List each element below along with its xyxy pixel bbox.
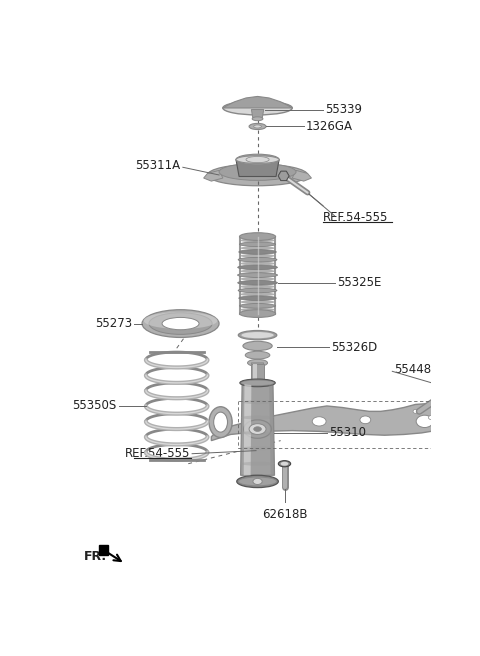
- Ellipse shape: [240, 242, 276, 247]
- Ellipse shape: [240, 300, 275, 304]
- Ellipse shape: [240, 277, 275, 281]
- Ellipse shape: [238, 273, 277, 277]
- Ellipse shape: [249, 123, 266, 129]
- Ellipse shape: [246, 157, 269, 163]
- Ellipse shape: [238, 265, 277, 270]
- Ellipse shape: [416, 415, 433, 428]
- Text: REF.54-555: REF.54-555: [323, 211, 388, 224]
- Ellipse shape: [360, 416, 371, 424]
- Ellipse shape: [240, 304, 276, 308]
- Ellipse shape: [249, 424, 266, 434]
- Text: 55326D: 55326D: [332, 341, 378, 354]
- Ellipse shape: [162, 318, 199, 330]
- Polygon shape: [252, 363, 264, 371]
- Ellipse shape: [240, 311, 275, 316]
- Ellipse shape: [254, 427, 262, 432]
- Ellipse shape: [241, 416, 274, 419]
- Polygon shape: [236, 159, 279, 176]
- Text: 55448: 55448: [394, 363, 431, 377]
- Polygon shape: [211, 403, 450, 441]
- Text: 55350S: 55350S: [72, 400, 117, 413]
- Ellipse shape: [240, 262, 275, 266]
- Polygon shape: [99, 545, 108, 554]
- Ellipse shape: [239, 250, 276, 255]
- Polygon shape: [252, 110, 264, 119]
- Ellipse shape: [240, 308, 275, 312]
- Polygon shape: [292, 171, 312, 181]
- Polygon shape: [244, 383, 252, 475]
- Ellipse shape: [254, 125, 262, 128]
- Ellipse shape: [241, 332, 274, 338]
- Ellipse shape: [223, 101, 292, 115]
- Ellipse shape: [413, 409, 418, 413]
- Ellipse shape: [236, 154, 279, 165]
- Ellipse shape: [209, 407, 232, 438]
- Ellipse shape: [236, 155, 279, 163]
- Polygon shape: [240, 383, 275, 475]
- Polygon shape: [252, 363, 264, 383]
- Ellipse shape: [240, 233, 276, 240]
- Ellipse shape: [240, 234, 275, 239]
- Ellipse shape: [238, 281, 277, 285]
- Ellipse shape: [252, 369, 263, 373]
- Ellipse shape: [312, 417, 326, 426]
- Ellipse shape: [223, 105, 292, 111]
- Ellipse shape: [240, 310, 276, 318]
- Ellipse shape: [238, 257, 277, 262]
- Ellipse shape: [214, 412, 228, 432]
- Text: 55310: 55310: [329, 426, 366, 440]
- Ellipse shape: [239, 478, 276, 485]
- Ellipse shape: [244, 420, 271, 438]
- Ellipse shape: [238, 331, 277, 340]
- Ellipse shape: [223, 102, 292, 113]
- Ellipse shape: [253, 478, 262, 485]
- Polygon shape: [223, 96, 292, 108]
- Ellipse shape: [240, 285, 275, 289]
- Ellipse shape: [240, 431, 275, 435]
- Ellipse shape: [278, 461, 291, 467]
- Polygon shape: [269, 383, 275, 475]
- Ellipse shape: [149, 313, 212, 335]
- Ellipse shape: [237, 475, 278, 487]
- Ellipse shape: [240, 270, 275, 273]
- Polygon shape: [278, 171, 289, 180]
- Polygon shape: [444, 384, 455, 396]
- Ellipse shape: [240, 246, 275, 250]
- Ellipse shape: [142, 310, 219, 337]
- Text: 55311A: 55311A: [135, 159, 180, 173]
- Polygon shape: [278, 171, 289, 180]
- Text: 55339: 55339: [325, 103, 362, 116]
- Text: 55273: 55273: [95, 317, 132, 330]
- Ellipse shape: [248, 359, 267, 366]
- Ellipse shape: [243, 341, 272, 350]
- Text: 55325E: 55325E: [337, 276, 381, 289]
- Ellipse shape: [240, 462, 275, 466]
- Ellipse shape: [245, 352, 270, 359]
- Ellipse shape: [252, 117, 263, 121]
- Ellipse shape: [241, 400, 274, 404]
- Polygon shape: [253, 363, 257, 383]
- Ellipse shape: [219, 163, 296, 180]
- Ellipse shape: [240, 293, 275, 297]
- Ellipse shape: [240, 239, 275, 242]
- Text: FR.: FR.: [84, 550, 108, 563]
- Ellipse shape: [238, 288, 277, 293]
- Ellipse shape: [240, 254, 275, 258]
- Ellipse shape: [241, 380, 274, 385]
- Ellipse shape: [240, 446, 275, 450]
- Ellipse shape: [240, 379, 275, 387]
- Ellipse shape: [281, 462, 288, 466]
- Text: 62618B: 62618B: [262, 508, 307, 522]
- Ellipse shape: [429, 416, 433, 419]
- Ellipse shape: [239, 296, 276, 300]
- Text: 1326GA: 1326GA: [306, 120, 353, 133]
- Ellipse shape: [433, 417, 444, 426]
- Ellipse shape: [207, 164, 308, 186]
- Polygon shape: [204, 171, 223, 181]
- Text: REF.54-555: REF.54-555: [125, 447, 191, 461]
- Ellipse shape: [144, 312, 217, 329]
